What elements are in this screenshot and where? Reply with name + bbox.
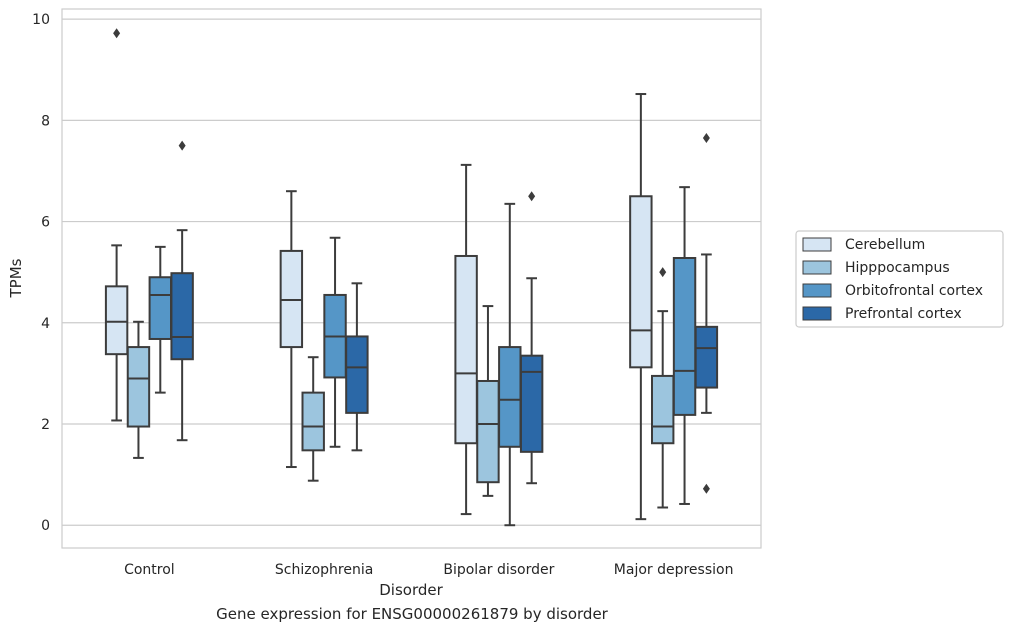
box-cerebellum [104,28,129,422]
y-axis-label: TPMs [7,258,25,298]
box-hipppocampus [126,320,151,459]
box-prefrontal-cortex [694,133,719,494]
y-tick-label: 2 [41,417,50,433]
y-tick-label: 10 [32,12,50,28]
y-tick-label: 6 [41,215,50,231]
box-iqr [148,276,173,340]
box-iqr [694,325,719,389]
legend-swatch [802,260,832,275]
legend: Cerebellum Hipppocampus Orbitofrontal cort… [795,230,1004,328]
box-iqr [279,249,304,349]
box-prefrontal-cortex [345,282,369,452]
outlier-point [702,483,710,494]
box-iqr [476,379,500,484]
box-prefrontal-cortex [519,191,544,485]
legend-label: Orbitofrontal cortex [845,283,983,299]
figure-caption: Gene expression for ENSG00000261879 by d… [216,605,608,623]
box-iqr [672,257,697,416]
outlier-point [702,133,710,144]
x-tick-label: Schizophrenia [275,562,373,578]
box-iqr [104,285,129,356]
box-hipppocampus [650,267,675,509]
legend-label: Prefrontal cortex [845,306,962,322]
box-cerebellum [629,93,653,521]
box-hipppocampus [301,356,325,482]
x-axis-label: Disorder [379,581,443,599]
x-tick-label: Major depression [614,562,734,578]
legend-swatch [802,283,832,298]
y-tick-labels: 0 2 4 6 8 10 [32,12,50,534]
box-iqr [650,374,675,445]
box-cerebellum [454,163,478,516]
y-tick-label: 8 [41,113,50,129]
box-group [104,28,719,527]
box-orbitofrontal-cortex [498,202,522,527]
x-tick-label: Bipolar disorder [443,562,554,578]
legend-label: Cerebellum [845,237,925,253]
box-orbitofrontal-cortex [148,245,173,394]
x-tick-label: Control [124,562,175,578]
box-iqr [629,195,653,369]
box-iqr [301,391,325,452]
outlier-point [528,191,536,202]
outlier-point [113,28,121,39]
outlier-point [659,267,667,278]
legend-label: Hipppocampus [845,260,950,276]
legend-swatch [802,306,832,321]
y-tick-label: 0 [41,518,50,534]
box-iqr [498,346,522,448]
outlier-point [178,140,186,151]
box-iqr [519,354,544,453]
box-prefrontal-cortex [170,140,194,442]
legend-swatch [802,237,832,252]
legend-frame [795,230,1004,328]
x-tick-labels: Control Schizophrenia Bipolar disorder Majo… [124,562,733,578]
box-iqr [126,346,151,428]
plot-frame [61,8,762,549]
box-iqr [170,272,194,361]
box-iqr [454,254,478,445]
y-tick-label: 4 [41,316,50,332]
box-iqr [345,335,369,414]
box-cerebellum [279,190,304,469]
